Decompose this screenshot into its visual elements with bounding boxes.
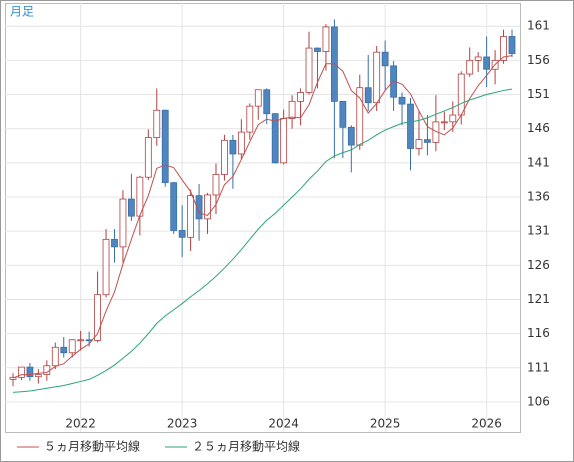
candle-body xyxy=(212,174,220,196)
candle-body xyxy=(60,346,68,354)
candle-body xyxy=(170,182,178,231)
y-tick-label: 106 xyxy=(527,394,550,408)
candle-body xyxy=(457,73,465,116)
candle-body xyxy=(111,238,118,248)
x-tick-label: 2023 xyxy=(167,417,198,431)
x-tick-label: 2022 xyxy=(65,417,96,431)
candle-body xyxy=(187,195,195,238)
y-tick-label: 116 xyxy=(527,326,550,340)
candle-body xyxy=(18,366,25,378)
candle-body xyxy=(51,346,59,367)
candle-body xyxy=(466,59,474,75)
candle-body xyxy=(415,139,423,149)
candle-body xyxy=(237,131,245,155)
candle-body xyxy=(119,198,127,248)
x-tick-label: 2026 xyxy=(471,417,502,431)
y-tick-label: 121 xyxy=(527,292,550,306)
candle-body xyxy=(246,105,254,133)
candle-body xyxy=(339,100,347,128)
ma-line xyxy=(12,88,513,393)
candle-body xyxy=(398,96,406,105)
candle-body xyxy=(94,294,101,341)
candle-body xyxy=(43,365,51,376)
candle-body xyxy=(449,114,457,123)
candle-body xyxy=(356,87,364,146)
y-tick-label: 126 xyxy=(527,258,550,272)
candle-body xyxy=(373,51,381,104)
candle-body xyxy=(221,139,228,175)
candle-body xyxy=(322,26,330,52)
y-tick-label: 146 xyxy=(527,121,550,135)
candle-body xyxy=(161,109,169,184)
candle-body xyxy=(9,376,17,380)
candle-body xyxy=(144,137,152,178)
candle-body xyxy=(34,374,42,378)
y-tick-label: 161 xyxy=(527,19,550,33)
candle-body xyxy=(153,109,161,138)
candle-body xyxy=(26,366,34,378)
candle-body xyxy=(483,56,491,70)
y-tick-label: 131 xyxy=(527,224,550,238)
candle-body xyxy=(474,56,482,61)
candle-body xyxy=(407,103,414,149)
candle-body xyxy=(500,36,507,61)
y-tick-label: 156 xyxy=(527,53,550,67)
candle-body xyxy=(271,113,279,164)
y-tick-label: 136 xyxy=(527,190,550,204)
candle-body xyxy=(440,121,448,124)
legend-label: ５ヵ月移動平均線 xyxy=(44,439,140,454)
candle-body xyxy=(204,194,211,220)
candle-body xyxy=(314,47,321,52)
legend-label: ２５ヵ月移動平均線 xyxy=(192,439,300,454)
candle-body xyxy=(364,87,372,104)
candle-body xyxy=(263,89,271,115)
candle-body xyxy=(178,230,186,238)
chart-title: 月足 xyxy=(10,5,34,19)
candle-body xyxy=(102,238,110,296)
candle-body xyxy=(229,139,237,155)
candle-body xyxy=(297,92,304,102)
candle-body xyxy=(128,198,135,217)
candle-body xyxy=(381,51,389,67)
plot-area xyxy=(5,3,521,433)
candle-body xyxy=(195,195,203,220)
candle-body xyxy=(280,118,288,164)
x-tick-label: 2025 xyxy=(370,417,401,431)
candle-body xyxy=(288,100,296,119)
y-tick-label: 151 xyxy=(527,87,550,101)
candle-body xyxy=(77,339,85,342)
candle-body xyxy=(508,36,516,54)
candle-body xyxy=(424,139,431,143)
y-tick-label: 141 xyxy=(527,155,550,169)
y-tick-label: 111 xyxy=(527,360,550,374)
candle-body xyxy=(347,126,355,146)
candle-body xyxy=(68,339,76,354)
candle-body xyxy=(254,89,262,107)
candle-body xyxy=(305,47,313,93)
x-tick-label: 2024 xyxy=(268,417,299,431)
ma-line xyxy=(12,55,513,379)
